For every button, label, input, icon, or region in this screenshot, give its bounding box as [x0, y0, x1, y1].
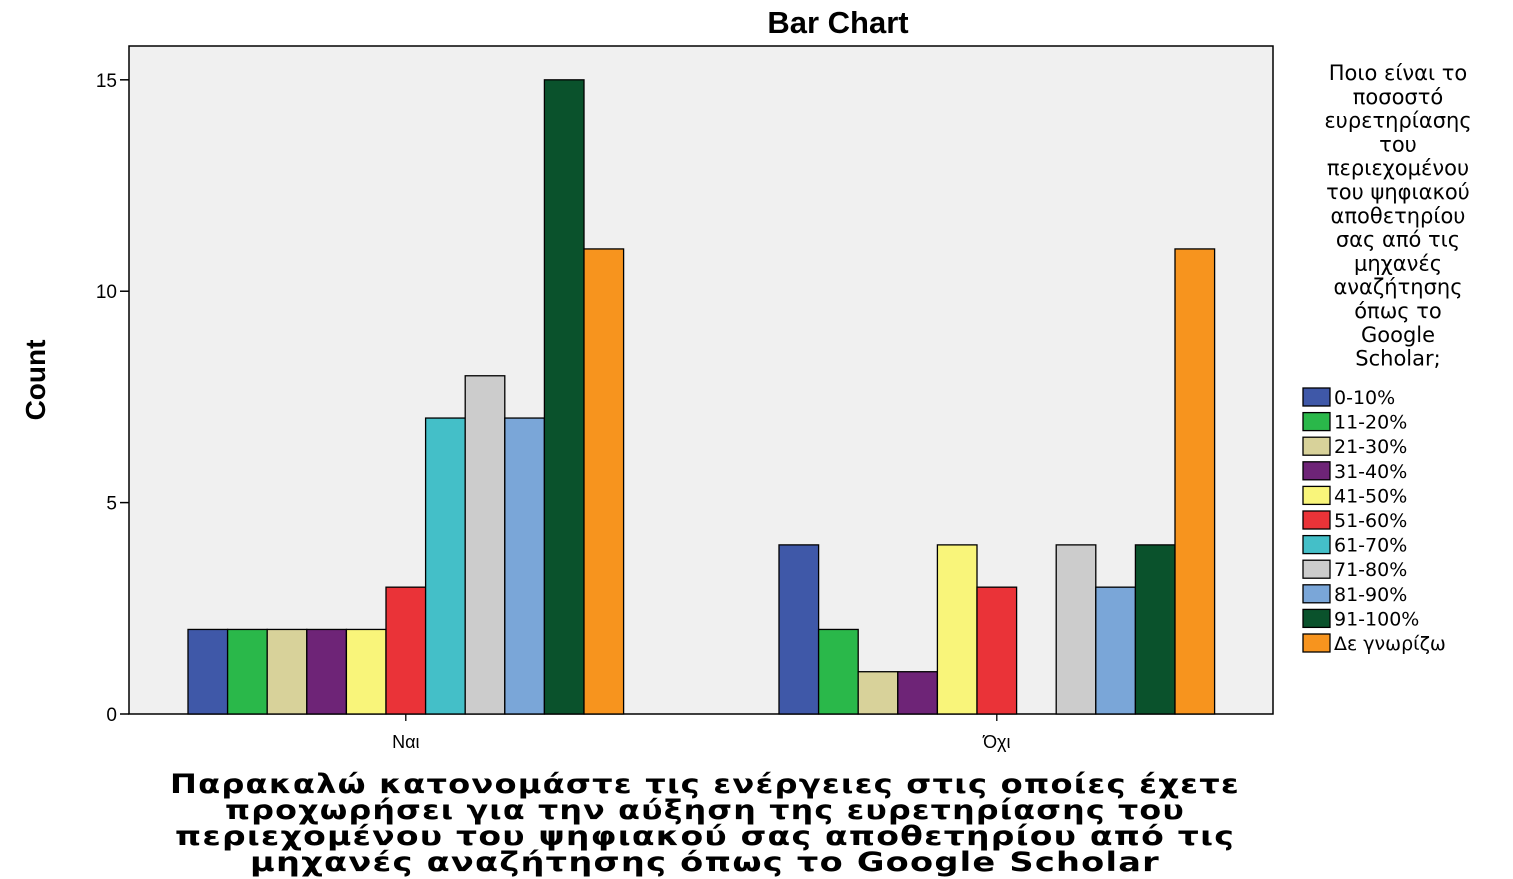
bar--0: [583, 248, 625, 715]
legend-swatch: [1302, 584, 1331, 604]
legend-title-line: του: [1379, 132, 1417, 156]
bar-51-60-0: [385, 586, 427, 715]
legend-swatch: [1302, 608, 1331, 629]
x-category-label: Όχι: [982, 732, 1010, 752]
bar-41-50-1: [936, 544, 978, 715]
bar-61-70-0: [424, 417, 466, 715]
x-axis-label: Παρακαλώ κατονομάστε τις ενέργειες στις …: [170, 769, 1240, 878]
y-axis: 0 5 10 15: [96, 71, 129, 726]
x-axis-label-line: Παρακαλώ κατονομάστε τις ενέργειες στις …: [170, 769, 1240, 800]
legend-title-line: μηχανές: [1354, 251, 1442, 275]
x-axis-label-line: περιεχομένου του ψηφιακού σας αποθετηρίο…: [175, 821, 1235, 852]
legend-swatch: [1302, 436, 1331, 456]
legend-item-label: Δε γνωρίζω: [1334, 633, 1446, 655]
legend-item-label: 71-80%: [1334, 559, 1407, 581]
legend-swatch: [1302, 411, 1331, 432]
legend-title-line: Google: [1361, 323, 1435, 347]
legend-title-line: σας από τις: [1336, 228, 1460, 252]
legend-swatch: [1302, 485, 1331, 506]
legend-title-line: Scholar;: [1355, 347, 1440, 371]
bar-91-100-0: [543, 79, 585, 715]
legend-swatch: [1302, 633, 1331, 653]
legend-title-line: ευρετηρίασης: [1324, 109, 1471, 133]
legend-item-label: 51-60%: [1334, 510, 1407, 532]
bar-51-60-1: [976, 586, 1018, 715]
x-axis-categories: Ναι Όχι: [392, 714, 1010, 752]
bars-group: [187, 79, 1216, 715]
legend-swatch: [1302, 559, 1331, 579]
x-axis-label-line: προχωρήσει για την αύξηση της ευρετηρίασ…: [225, 795, 1185, 826]
bar-81-90-1: [1095, 586, 1137, 715]
bar-81-90-0: [504, 417, 546, 715]
legend-title-line: αποθετηρίου: [1331, 204, 1466, 228]
legend-swatch: [1302, 387, 1331, 407]
bar--1: [1174, 248, 1216, 715]
legend-swatch: [1302, 510, 1331, 530]
y-tick-label: 0: [106, 705, 117, 726]
legend-item-label: 11-20%: [1334, 412, 1407, 434]
bar-21-30-1: [857, 671, 899, 715]
legend-title-line: όπως το: [1354, 299, 1442, 323]
legend-item-label: 0-10%: [1334, 387, 1395, 409]
legend-item-label: 91-100%: [1334, 608, 1419, 630]
chart-title: Bar Chart: [767, 5, 908, 40]
y-tick-label: 10: [96, 282, 117, 303]
bar-71-80-1: [1055, 544, 1097, 715]
bar-11-20-1: [817, 628, 859, 715]
bar-21-30-0: [266, 628, 308, 715]
x-axis-label-line: μηχανές αναζήτησης όπως το Google Schola…: [250, 847, 1160, 878]
bar-0-10-1: [778, 544, 820, 715]
bar-91-100-1: [1134, 544, 1176, 715]
legend-title-line: του ψηφιακού: [1326, 180, 1470, 204]
x-category-label: Ναι: [392, 732, 419, 752]
legend-title-line: ποσοστό: [1353, 85, 1443, 109]
y-tick-label: 15: [96, 71, 117, 92]
legend-title-line: αναζήτησης: [1333, 275, 1462, 299]
legend-item-label: 81-90%: [1334, 584, 1407, 606]
bar-0-10-0: [187, 628, 229, 715]
y-axis-label: Count: [20, 340, 51, 421]
legend-item-label: 21-30%: [1334, 436, 1407, 458]
legend-title-line: περιεχομένου: [1327, 156, 1469, 180]
bar-71-80-0: [464, 375, 506, 715]
y-tick-label: 5: [106, 494, 117, 515]
legend-item-label: 61-70%: [1334, 535, 1407, 557]
bar-41-50-0: [345, 628, 387, 715]
legend-item-label: 31-40%: [1334, 461, 1407, 483]
bar-31-40-1: [897, 671, 939, 715]
bar-31-40-0: [306, 628, 348, 715]
legend: Ποιο είναι τοποσοστόευρετηρίασηςτουπεριε…: [1302, 61, 1472, 655]
bar-11-20-0: [226, 628, 268, 715]
legend-title-line: Ποιο είναι το: [1329, 61, 1468, 85]
legend-swatch: [1302, 461, 1331, 481]
legend-item-label: 41-50%: [1334, 485, 1407, 507]
legend-swatch: [1302, 534, 1331, 555]
